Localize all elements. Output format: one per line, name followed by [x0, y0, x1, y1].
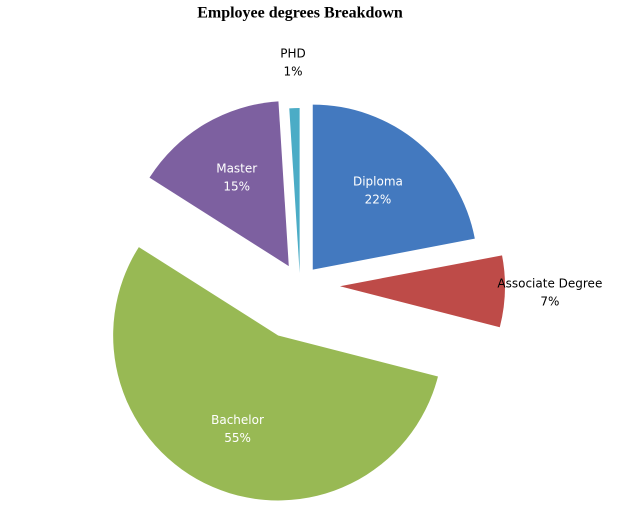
slice-value-label: 55% [224, 431, 251, 445]
chart-title: Employee degrees Breakdown [197, 5, 403, 22]
pie-slice [339, 255, 505, 328]
pie-slice [113, 247, 438, 501]
slice-value-label: 1% [284, 65, 303, 79]
slice-value-label: 7% [540, 294, 559, 308]
pie-slice [149, 101, 289, 267]
pie-slice [312, 104, 475, 270]
slice-label: Diploma [353, 174, 403, 188]
slice-label: PHD [280, 47, 306, 61]
pie-slice [289, 108, 300, 274]
slice-label: Master [216, 162, 257, 176]
slice-label: Associate Degree [497, 276, 602, 290]
slice-value-label: 15% [223, 180, 250, 194]
slice-label: Bachelor [211, 413, 264, 427]
slice-value-label: 22% [365, 192, 392, 206]
